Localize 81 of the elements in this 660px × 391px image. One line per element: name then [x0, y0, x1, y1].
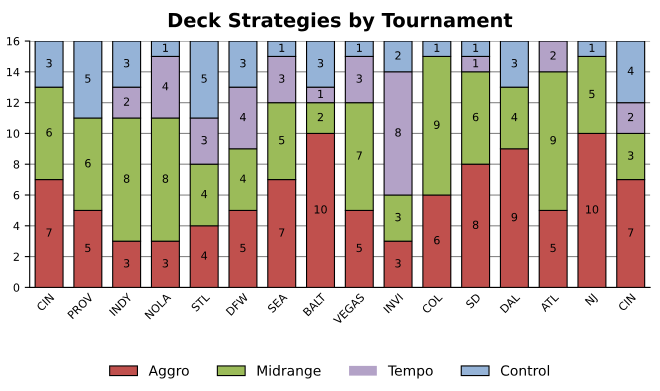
data-label: 7 — [628, 228, 634, 237]
data-label: 7 — [46, 228, 52, 237]
y-tick-label: 8 — [14, 160, 20, 169]
legend-label: Midrange — [258, 365, 321, 378]
y-tick-label: 10 — [7, 129, 20, 138]
x-tick-label: NJ — [584, 293, 599, 308]
data-label: 2 — [550, 51, 556, 60]
data-label: 6 — [434, 236, 440, 244]
data-label: 4 — [511, 113, 518, 122]
data-label: 3 — [162, 259, 168, 268]
data-label: 4 — [201, 190, 208, 198]
data-label: 3 — [318, 58, 324, 68]
data-label: 3 — [628, 151, 634, 160]
data-label: 4 — [240, 113, 246, 122]
y-tick-label: 0 — [14, 283, 20, 292]
data-label: 8 — [124, 174, 130, 183]
y-tick-label: 14 — [7, 68, 20, 76]
data-label: 5 — [356, 244, 362, 252]
y-tick-label: 2 — [14, 252, 19, 261]
y-tick-label: 6 — [14, 190, 20, 200]
data-label: 1 — [473, 59, 478, 68]
data-label: 3 — [240, 58, 246, 68]
data-label: 2 — [124, 97, 130, 106]
data-label: 1 — [279, 44, 284, 52]
data-label: 7 — [356, 151, 362, 160]
x-tick-label: ATL — [540, 292, 560, 312]
data-label: 3 — [395, 259, 401, 268]
x-tick-label: SD — [465, 292, 482, 309]
data-label: 2 — [628, 112, 634, 122]
data-label: 5 — [202, 74, 207, 83]
data-label: 5 — [85, 74, 90, 83]
data-label: 3 — [124, 58, 130, 68]
data-label: 5 — [85, 244, 90, 252]
data-label: 9 — [434, 120, 440, 129]
data-label: 4 — [162, 82, 168, 90]
data-label: 1 — [473, 44, 478, 52]
data-label: 3 — [46, 58, 52, 68]
data-label: 3 — [124, 259, 130, 268]
data-label: 9 — [512, 212, 518, 222]
data-label: 3 — [395, 212, 401, 222]
data-label: 8 — [472, 220, 478, 230]
data-label: 3 — [202, 136, 207, 144]
data-label: 5 — [279, 136, 284, 144]
data-label: 5 — [550, 244, 556, 252]
chart-title: Deck Strategies by Tournament — [168, 12, 512, 32]
data-label: 1 — [434, 44, 440, 52]
y-tick-label: 16 — [7, 37, 20, 46]
x-tick-label: STL — [190, 292, 210, 312]
data-label: 1 — [356, 44, 362, 52]
data-label: 6 — [85, 159, 91, 168]
data-label: 3 — [279, 74, 284, 83]
legend-label: Aggro — [148, 365, 189, 378]
x-tick-label: CIN — [36, 293, 54, 312]
data-label: 10 — [586, 205, 598, 214]
data-label: 4 — [628, 66, 634, 75]
legend-label: Control — [500, 365, 550, 376]
data-label: 8 — [162, 174, 168, 183]
data-label: 10 — [314, 205, 327, 214]
data-label: 2 — [395, 51, 400, 60]
data-label: 4 — [240, 174, 246, 183]
x-tick-label: COL — [421, 292, 443, 314]
data-label: 7 — [279, 228, 284, 237]
data-label: 4 — [201, 252, 208, 260]
data-label: 6 — [46, 128, 52, 137]
data-label: 8 — [395, 128, 401, 137]
data-label: 9 — [550, 136, 556, 144]
legend-label: Tempo — [388, 365, 433, 378]
data-label: 3 — [512, 58, 518, 68]
data-label: 5 — [240, 244, 246, 252]
data-label: 2 — [318, 112, 323, 122]
x-tick-label: DAL — [500, 292, 520, 314]
data-label: 3 — [356, 74, 362, 83]
data-label: 1 — [163, 44, 168, 52]
data-label: 1 — [590, 44, 594, 52]
data-label: 6 — [472, 112, 478, 122]
y-tick-label: 4 — [13, 222, 20, 230]
x-tick-label: CIN — [618, 293, 636, 312]
x-tick-label: SEA — [267, 292, 288, 314]
data-label: 5 — [589, 90, 594, 98]
data-label: 1 — [318, 90, 324, 98]
y-tick-label: 12 — [7, 98, 19, 107]
